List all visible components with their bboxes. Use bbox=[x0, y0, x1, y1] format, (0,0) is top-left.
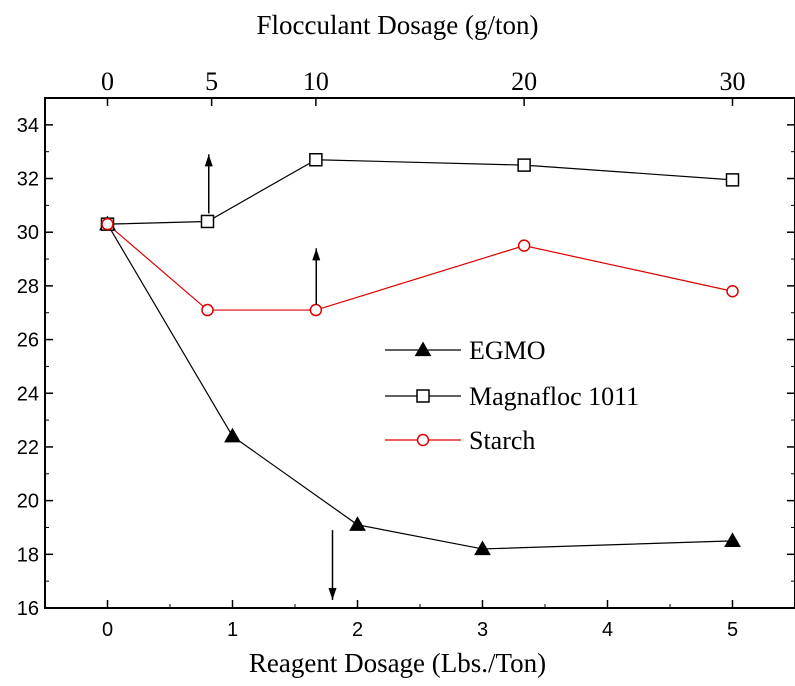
data-point-2-4 bbox=[726, 285, 739, 298]
x-tick-label: 4 bbox=[602, 619, 613, 641]
x-tick-label: 2 bbox=[352, 619, 363, 641]
top-axis-title: Flocculant Dosage (g/ton) bbox=[256, 10, 539, 40]
data-point-1-3 bbox=[517, 158, 531, 172]
x-tick-label: 3 bbox=[477, 619, 488, 641]
data-point-0-3 bbox=[474, 540, 491, 556]
data-point-1-1 bbox=[200, 214, 215, 229]
x2-tick-label: 5 bbox=[205, 67, 218, 96]
data-point-1-4 bbox=[725, 173, 740, 187]
legend-marker-2 bbox=[416, 433, 430, 447]
arrow-head-2 bbox=[328, 587, 337, 600]
x-tick-label: 1 bbox=[227, 619, 238, 641]
data-point-0-4 bbox=[724, 532, 741, 548]
series-line-1 bbox=[107, 159, 733, 225]
x2-tick-label: 20 bbox=[511, 67, 537, 96]
y-tick-label: 20 bbox=[17, 491, 39, 513]
data-point-1-2 bbox=[309, 152, 323, 167]
x2-tick-label: 10 bbox=[303, 67, 329, 96]
data-point-2-2 bbox=[309, 303, 323, 317]
y-tick-label: 30 bbox=[17, 222, 39, 244]
data-point-0-1 bbox=[224, 427, 241, 443]
legend-marker-1 bbox=[416, 389, 430, 403]
y-tick-label: 18 bbox=[17, 544, 39, 566]
y-tick-label: 16 bbox=[17, 598, 39, 620]
data-point-2-3 bbox=[517, 239, 531, 252]
arrow-head-1 bbox=[312, 248, 321, 261]
y-tick-label: 26 bbox=[17, 330, 39, 352]
legend-label-2: Starch bbox=[469, 426, 535, 455]
x-tick-label: 5 bbox=[727, 619, 738, 641]
legend-label-1: Magnafloc 1011 bbox=[469, 382, 639, 411]
data-point-2-0 bbox=[101, 217, 114, 231]
legend-label-0: EGMO bbox=[469, 336, 546, 365]
x-tick-label: 0 bbox=[102, 619, 113, 641]
x2-tick-label: 0 bbox=[101, 67, 114, 96]
arrow-head-0 bbox=[204, 154, 213, 167]
x2-tick-label: 30 bbox=[720, 67, 746, 96]
legend-marker-0 bbox=[414, 341, 432, 357]
data-point-0-2 bbox=[349, 516, 366, 531]
y-tick-label: 28 bbox=[17, 276, 39, 298]
y-tick-label: 34 bbox=[17, 115, 39, 137]
y-tick-label: 22 bbox=[17, 437, 39, 459]
y-tick-label: 24 bbox=[17, 383, 39, 405]
series-line-2 bbox=[107, 223, 733, 311]
bottom-axis-title: Reagent Dosage (Lbs./Ton) bbox=[248, 648, 547, 678]
data-point-2-1 bbox=[201, 303, 214, 317]
y-tick-label: 32 bbox=[17, 169, 39, 191]
